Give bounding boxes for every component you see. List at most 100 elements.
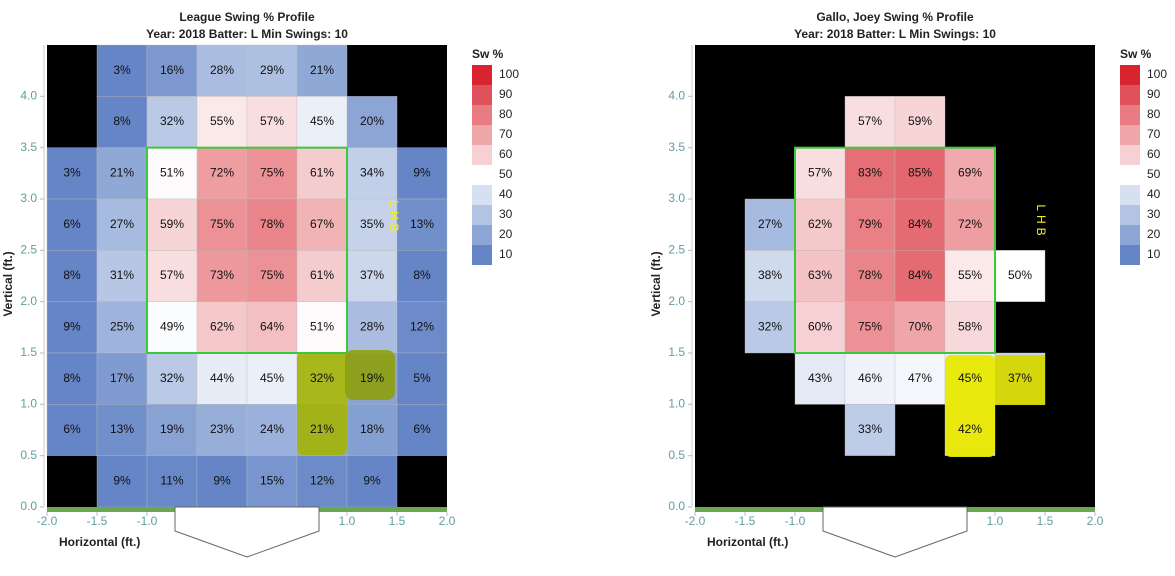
colorbar-swatch (472, 205, 492, 225)
heat-cell (96, 44, 148, 97)
colorbar-swatch (1120, 205, 1140, 225)
x-axis-title: Horizontal (ft.) (59, 535, 140, 549)
colorbar-swatch (472, 245, 492, 265)
cell-label: 8% (63, 268, 81, 282)
cell-label: 73% (210, 268, 234, 282)
heat-cell (944, 198, 996, 251)
cell-label: 13% (110, 422, 134, 436)
x-tick-label: -2.0 (685, 514, 706, 528)
heat-cell (196, 455, 248, 508)
cell-label: 59% (908, 114, 932, 128)
cell-label: 75% (260, 166, 284, 180)
colorbar-label: 60 (1147, 147, 1161, 161)
y-tick-label: 2.0 (20, 294, 37, 308)
y-tick-label: 0.0 (668, 499, 685, 513)
heat-cell (196, 198, 248, 251)
x-tick-label: -1.0 (137, 514, 158, 528)
cell-label: 19% (160, 422, 184, 436)
heat-cell (96, 147, 148, 200)
cell-label: 42% (958, 422, 982, 436)
colorbar-swatch (1120, 125, 1140, 145)
cell-label: 32% (160, 114, 184, 128)
cell-label: 11% (160, 474, 183, 488)
colorbar-swatch (472, 165, 492, 185)
colorbar-label: 30 (499, 207, 513, 221)
heat-cell (396, 404, 448, 456)
heat-cell (46, 147, 98, 200)
heat-cell (196, 44, 248, 97)
cell-label: 62% (808, 217, 832, 231)
heat-cell (296, 147, 348, 200)
heat-cell (346, 147, 398, 200)
colorbar-title: Sw % (1120, 47, 1152, 61)
heat-cell (46, 404, 98, 456)
heat-cell (46, 198, 98, 251)
cell-label: 29% (260, 63, 284, 77)
cell-label: 51% (310, 320, 334, 334)
heat-cell (146, 147, 198, 200)
x-tick-label: 1.5 (1037, 514, 1054, 528)
colorbar-swatch (1120, 185, 1140, 205)
cell-label: 57% (160, 268, 184, 282)
colorbar-label: 40 (1147, 187, 1161, 201)
cell-label: 61% (310, 166, 334, 180)
cell-label: 19% (360, 371, 384, 385)
colorbar-swatch (472, 225, 492, 245)
cell-label: 55% (958, 268, 982, 282)
heat-cell (196, 96, 248, 148)
cell-label: 27% (110, 217, 134, 231)
cell-label: 12% (310, 474, 334, 488)
y-tick-label: 0.5 (20, 448, 37, 462)
heat-cell (146, 250, 198, 302)
colorbar-label: 50 (1147, 167, 1161, 181)
annotation: LHB (1034, 204, 1048, 239)
heat-cell (146, 96, 198, 148)
cell-label: 5% (413, 371, 431, 385)
y-axis-title: Vertical (ft.) (649, 251, 663, 316)
heat-cell (744, 301, 796, 354)
heat-cell (944, 250, 996, 302)
colorbar-label: 100 (1147, 67, 1167, 81)
colorbar-swatch (1120, 65, 1140, 85)
cell-label: 9% (363, 474, 381, 488)
heat-cell (844, 250, 896, 302)
heat-cell (296, 301, 348, 354)
cell-label: 17% (110, 371, 134, 385)
x-tick-label: -2.0 (37, 514, 58, 528)
cell-label: 69% (958, 166, 982, 180)
chart-title: Gallo, Joey Swing % Profile (816, 10, 974, 24)
heat-cell (844, 96, 896, 148)
colorbar-label: 10 (1147, 247, 1161, 261)
y-tick-label: 2.0 (668, 294, 685, 308)
cell-label: 12% (410, 320, 434, 334)
cell-label: 21% (110, 166, 134, 180)
heat-cell (346, 301, 398, 354)
labels-layer: 3% 16% 28% 29% 21% 8% 32% 55% 57% 45% 20% 3% 21% 51% 7… (1, 10, 1167, 558)
x-tick-label: -1.5 (735, 514, 756, 528)
cell-label: 47% (908, 371, 932, 385)
cell-label: 75% (858, 320, 882, 334)
cells-layer (46, 44, 1095, 508)
colorbar-swatch (1120, 85, 1140, 105)
cell-label: 83% (858, 166, 882, 180)
colorbar-label: 20 (499, 227, 513, 241)
home-plate (822, 506, 968, 558)
cell-label: 8% (63, 371, 81, 385)
home-plate (174, 506, 320, 558)
colorbar-swatch (472, 85, 492, 105)
x-tick-label: 1.0 (987, 514, 1004, 528)
y-tick-label: 3.0 (20, 191, 37, 205)
x-tick-label: 1.5 (389, 514, 406, 528)
cell-label: 79% (858, 217, 882, 231)
cell-label: 21% (310, 63, 334, 77)
heat-cell (396, 198, 448, 251)
cell-label: 44% (210, 371, 234, 385)
cell-label: 72% (958, 217, 982, 231)
cell-label: 45% (958, 371, 982, 385)
heat-cell (396, 301, 448, 354)
cell-label: 9% (113, 474, 131, 488)
colorbar-label: 70 (1147, 127, 1161, 141)
x-tick-label: 1.0 (339, 514, 356, 528)
colorbar-swatch (472, 105, 492, 125)
highlight (945, 355, 995, 457)
